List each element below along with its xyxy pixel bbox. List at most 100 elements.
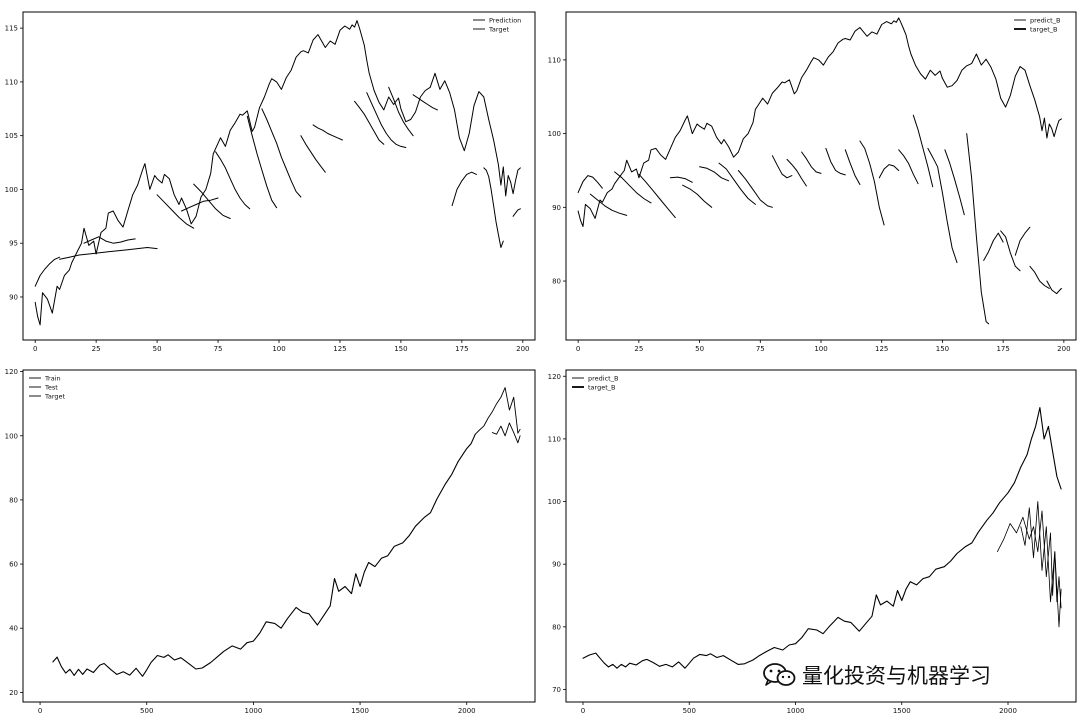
x-tick-label: 175 bbox=[996, 345, 1009, 353]
series-prediction-segment bbox=[312, 124, 343, 141]
x-tick-label: 50 bbox=[695, 345, 704, 353]
series-prediction-segment bbox=[512, 208, 521, 217]
subplot-top-left: 0 25 50 75 100 125 150 175 200 90 95 100 105 110 115 Pr… bbox=[5, 11, 536, 353]
y-tick-label: 80 bbox=[552, 623, 561, 631]
x-tick-label: 1000 bbox=[787, 707, 805, 715]
x-tick-label: 200 bbox=[516, 345, 529, 353]
x-tick-label: 125 bbox=[333, 345, 346, 353]
y-tick-label: 100 bbox=[5, 186, 18, 194]
x-tick-label: 75 bbox=[756, 345, 765, 353]
plot-frame bbox=[565, 369, 1077, 703]
series-predict-b-segment bbox=[682, 184, 713, 208]
y-tick-label: 95 bbox=[9, 240, 18, 248]
series-predict-b-segment bbox=[1014, 226, 1031, 256]
series-prediction-segment bbox=[300, 135, 326, 173]
y-tick-label: 90 bbox=[9, 293, 18, 301]
series-predict-b-segment bbox=[577, 175, 603, 194]
x-tick-label: 0 bbox=[576, 345, 580, 353]
x-tick-label: 0 bbox=[581, 707, 585, 715]
series-predict-b-segment bbox=[771, 155, 793, 179]
wechat-icon bbox=[763, 663, 796, 686]
legend-label: Target bbox=[488, 25, 510, 33]
series-predict-b-segment bbox=[1020, 501, 1062, 628]
y-tick-label: 105 bbox=[5, 132, 18, 140]
x-tick-label: 2000 bbox=[458, 707, 476, 715]
x-tick-label: 500 bbox=[140, 707, 153, 715]
series-predict-b-segment bbox=[614, 171, 652, 204]
series-predict-b-segment bbox=[944, 149, 965, 216]
series-prediction-segment bbox=[215, 151, 251, 210]
x-tick-label: 150 bbox=[394, 345, 407, 353]
series-predict-b-segment bbox=[898, 149, 919, 185]
series-group bbox=[52, 387, 521, 677]
series-predict-b-segment bbox=[844, 149, 861, 185]
legend-label: predict_B bbox=[588, 374, 618, 382]
x-tick-label: 1500 bbox=[351, 707, 369, 715]
series-predict-b-segment bbox=[1046, 280, 1062, 295]
series-predict-b-segment bbox=[638, 173, 676, 219]
series-predict-b-segment bbox=[912, 114, 934, 188]
subplots: 0 25 50 75 100 125 150 175 2009095100105110115Pr… bbox=[5, 11, 1077, 715]
series-prediction-segment bbox=[366, 92, 407, 148]
x-tick-label: 175 bbox=[455, 345, 468, 353]
legend-label: Prediction bbox=[489, 16, 521, 24]
x-tick-label: 25 bbox=[92, 345, 101, 353]
y-tick-label: 70 bbox=[552, 686, 561, 694]
y-tick-label: 120 bbox=[548, 373, 561, 381]
series-prediction-segment bbox=[261, 108, 302, 198]
series-group bbox=[582, 407, 1062, 669]
series-predict-b-segment bbox=[786, 158, 807, 187]
series-predict-b-segment bbox=[878, 164, 900, 179]
series-predict-b-segment bbox=[1029, 265, 1050, 289]
legend-label: target_B bbox=[1030, 25, 1057, 33]
y-tick-label: 110 bbox=[5, 78, 18, 86]
watermark-text: 量化投资与机器学习 bbox=[802, 664, 991, 688]
x-tick-label: 0 bbox=[33, 345, 37, 353]
x-tick-label: 0 bbox=[38, 707, 42, 715]
series-predict-b-segment bbox=[801, 151, 822, 174]
series-prediction-segment bbox=[181, 197, 219, 212]
legend-label: Test bbox=[44, 383, 58, 391]
series-prediction-segment bbox=[59, 247, 158, 260]
series-predict-b-segment bbox=[589, 193, 628, 216]
x-tick-label: 25 bbox=[634, 345, 643, 353]
series-target-b-segment bbox=[582, 407, 1062, 669]
x-tick-label: 100 bbox=[814, 345, 827, 353]
series-predict-b-segment bbox=[927, 147, 958, 264]
legend-label: Train bbox=[44, 374, 61, 382]
x-tick-label: 125 bbox=[875, 345, 888, 353]
y-tick-label: 110 bbox=[548, 435, 561, 443]
series-prediction-segment bbox=[412, 94, 438, 111]
series-predict-b-segment bbox=[669, 176, 693, 183]
series-prediction-segment bbox=[354, 100, 385, 145]
series-train-segment bbox=[52, 433, 476, 677]
legend-label: predict_B bbox=[1030, 16, 1060, 24]
series-predict-b-segment bbox=[983, 232, 1004, 261]
x-tick-label: 100 bbox=[272, 345, 285, 353]
series-predict-b-segment bbox=[825, 147, 846, 176]
legend-label: Target bbox=[44, 392, 66, 400]
y-tick-label: 110 bbox=[548, 56, 561, 64]
series-group bbox=[577, 17, 1062, 325]
series-target-segment bbox=[34, 20, 521, 326]
y-tick-label: 100 bbox=[548, 498, 561, 506]
series-prediction-segment bbox=[246, 115, 278, 209]
x-tick-label: 200 bbox=[1057, 345, 1070, 353]
series-prediction-segment bbox=[193, 183, 231, 219]
y-tick-label: 80 bbox=[552, 278, 561, 286]
series-target-segment bbox=[474, 387, 521, 435]
series-predict-b-segment bbox=[699, 166, 730, 182]
plot-frame bbox=[22, 369, 536, 703]
series-prediction-segment bbox=[451, 171, 477, 207]
y-tick-label: 20 bbox=[9, 689, 18, 697]
series-prediction-segment bbox=[156, 194, 195, 229]
series-prediction-segment bbox=[34, 256, 61, 287]
subplot-bottom-left: 0 500 1000 1500 2000 20 40 60 80 100 120 TrainTestT… bbox=[5, 368, 536, 715]
series-target-b-segment bbox=[577, 17, 1062, 227]
series-prediction-segment bbox=[83, 236, 136, 244]
series-predict-b-segment bbox=[718, 162, 756, 205]
y-tick-label: 100 bbox=[5, 432, 18, 440]
